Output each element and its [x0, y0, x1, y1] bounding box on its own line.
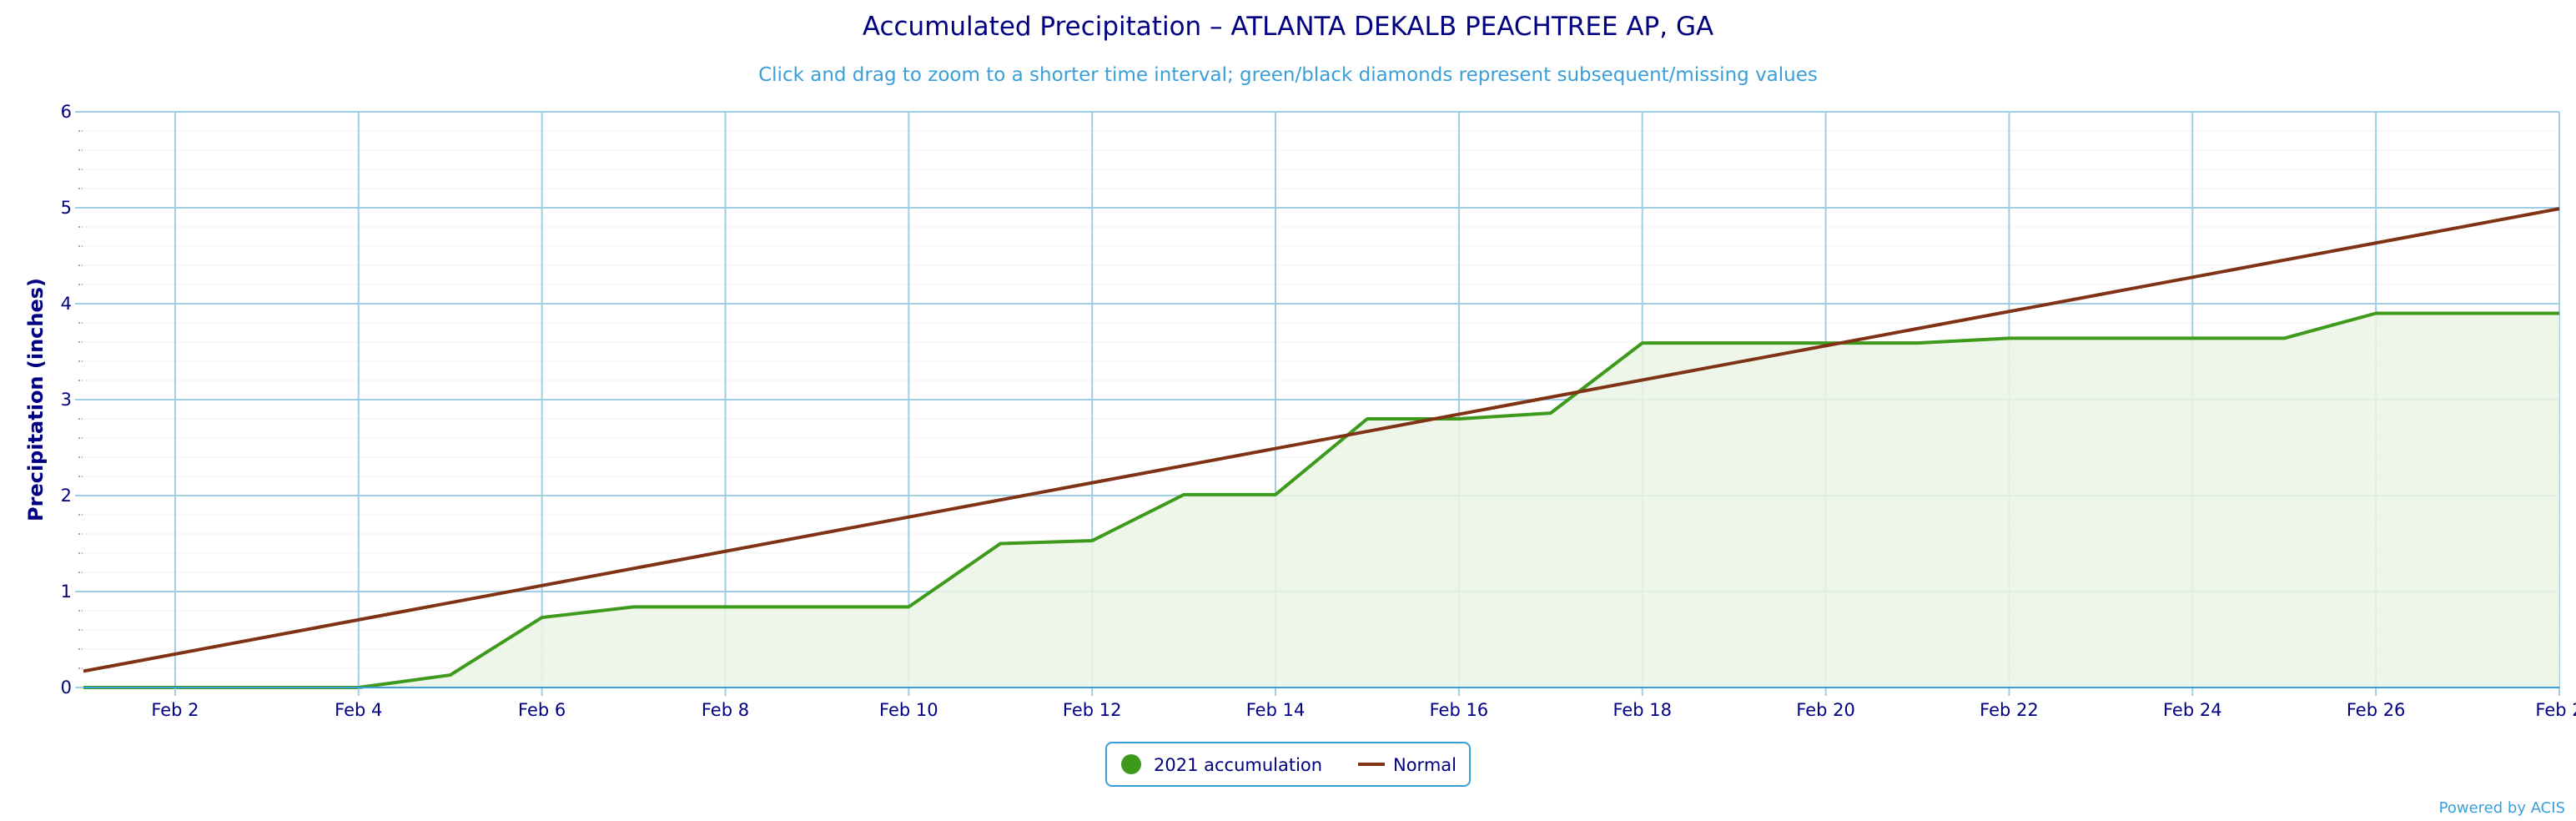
legend-label-normal: Normal — [1393, 755, 1457, 775]
x-tick-label: Feb 22 — [1980, 700, 2039, 720]
credits-link[interactable]: Powered by ACIS — [2439, 799, 2565, 817]
y-tick-label: 6 — [61, 102, 72, 122]
chart-title: Accumulated Precipitation – ATLANTA DEKA… — [863, 12, 1713, 42]
legend-item-normal[interactable]: Normal — [1358, 755, 1457, 775]
legend-symbol-accumulation — [1121, 754, 1141, 774]
legend: 2021 accumulation Normal — [1105, 742, 1471, 787]
x-tick-label: Feb 16 — [1430, 700, 1489, 720]
y-tick-label: 1 — [61, 582, 72, 602]
area-layer — [83, 313, 2559, 688]
series-line-0 — [83, 311, 2559, 689]
legend-item-accumulation[interactable]: 2021 accumulation — [1121, 754, 1322, 775]
x-tick-label: Feb 2 — [2535, 700, 2576, 720]
x-tick-label: Feb 4 — [335, 700, 382, 720]
y-tick-label: 2 — [61, 486, 72, 506]
y-minor-ticks — [78, 130, 83, 669]
y-tick-label: 5 — [61, 198, 72, 218]
axis-layer — [75, 111, 2560, 696]
legend-label-accumulation: 2021 accumulation — [1154, 755, 1322, 775]
series-line-1 — [83, 207, 2560, 673]
x-tick-label: Feb 6 — [518, 700, 566, 720]
x-tick-label: Feb 20 — [1796, 700, 1855, 720]
x-tick-label: Feb 24 — [2163, 700, 2222, 720]
y-tick-label: 4 — [61, 294, 72, 314]
x-tick-label: Feb 14 — [1246, 700, 1306, 720]
legend-box — [1105, 742, 1471, 787]
y-axis-label: Precipitation (inches) — [24, 278, 48, 521]
x-tick-label: Feb 10 — [879, 700, 938, 720]
y-tick-labels: 0 1 2 3 4 5 6 — [61, 102, 72, 698]
x-tick-label: Feb 8 — [702, 700, 749, 720]
x-tick-label: Feb 26 — [2347, 700, 2406, 720]
y-tick-label: 3 — [61, 390, 72, 410]
x-tick-label: Feb 18 — [1613, 700, 1672, 720]
y-tick-label: 0 — [61, 677, 72, 698]
x-tick-label: Feb 2 — [151, 700, 199, 720]
x-tick-label: Feb 12 — [1063, 700, 1122, 720]
series-layer — [83, 207, 2560, 689]
x-tick-labels: Feb 2 Feb 4 Feb 6 Feb 8 Feb 10 Feb 12 Feb 14 Fe… — [151, 700, 2576, 720]
chart-subtitle: Click and drag to zoom to a shorter time… — [758, 64, 1818, 86]
series-area-0 — [83, 313, 2559, 688]
